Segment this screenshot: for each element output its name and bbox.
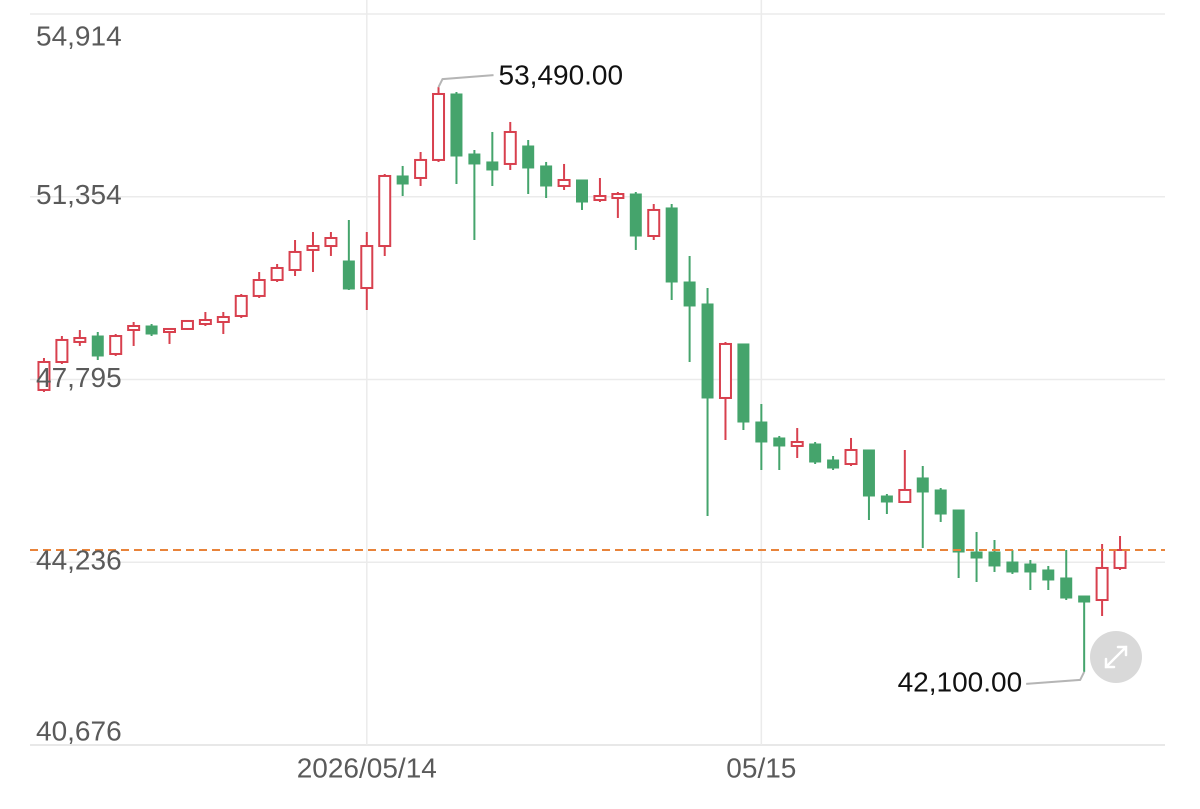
candle-body: [665, 207, 678, 283]
candle-body: [127, 325, 141, 332]
candle-body: [952, 509, 965, 553]
expand-icon: [1104, 645, 1128, 669]
candle-body: [522, 145, 535, 169]
candle-body: [683, 281, 696, 307]
candle-body: [809, 443, 822, 463]
y-tick-label: 51,354: [36, 179, 122, 210]
candle-body: [450, 93, 463, 157]
candle-body: [647, 208, 661, 238]
x-tick-label: 05/15: [726, 752, 796, 783]
candle-body: [324, 237, 338, 248]
candle-body: [1006, 561, 1019, 573]
candle-body: [1095, 566, 1109, 602]
annotation-label: 53,490.00: [499, 60, 624, 91]
candle-body: [468, 153, 481, 165]
candle-body: [737, 343, 750, 423]
candle-body: [862, 449, 875, 497]
candle-body: [1024, 563, 1037, 573]
candle-body: [790, 440, 804, 447]
candle-body: [701, 303, 714, 399]
candle-body: [288, 250, 302, 271]
candle-body: [396, 175, 409, 185]
candle-body: [1042, 569, 1055, 581]
candle-body: [773, 437, 786, 447]
annotation-leader: [437, 74, 494, 88]
candle-body: [486, 161, 499, 171]
y-tick-label: 44,236: [36, 545, 122, 576]
candle-body: [557, 178, 571, 187]
candle-body: [593, 195, 607, 202]
candle-body: [988, 551, 1001, 567]
annotation-label: 42,100.00: [898, 666, 1023, 697]
candle-body: [844, 448, 858, 466]
candle-body: [827, 459, 840, 469]
candle-body: [718, 342, 732, 399]
candle-body: [755, 421, 768, 443]
candle-body: [916, 477, 929, 493]
candle-body: [432, 92, 446, 161]
candle-body: [360, 245, 374, 290]
expand-button[interactable]: [1090, 631, 1142, 683]
candle-body: [91, 335, 104, 357]
candle-body: [1078, 595, 1091, 603]
candle-body: [163, 327, 177, 334]
y-tick-label: 54,914: [36, 20, 122, 51]
candle-body: [611, 193, 625, 200]
candle-body: [216, 316, 230, 323]
mark-layer: [30, 74, 1165, 685]
candle-body: [198, 318, 212, 325]
y-tick-label: 40,676: [36, 715, 122, 746]
x-tick-label: 2026/05/14: [297, 752, 437, 783]
candle-body: [629, 193, 642, 237]
candle-body: [109, 335, 123, 355]
candle-body: [234, 294, 248, 317]
candle-body: [180, 319, 194, 330]
candle-body: [342, 260, 355, 290]
candle-body: [73, 337, 87, 343]
label-layer: 54,914 51,354 47,795 44,236 40,676 2026/05/14…: [36, 20, 1022, 783]
candle-body: [55, 338, 69, 363]
grid-layer: [30, 0, 1165, 746]
candle-body: [145, 325, 158, 335]
candle-body: [1060, 577, 1073, 599]
candle-body: [252, 279, 266, 297]
candle-body: [898, 488, 912, 504]
candle-body: [306, 245, 320, 251]
candle-body: [880, 495, 893, 503]
candle-body: [576, 179, 588, 203]
annotation-leader: [1026, 671, 1086, 685]
candle-body: [1113, 549, 1127, 569]
y-tick-label: 47,795: [36, 362, 122, 393]
candle-body: [970, 551, 983, 559]
candle-body: [414, 158, 428, 179]
candle-body: [378, 174, 392, 248]
candle-body: [934, 489, 947, 515]
candle-body: [503, 130, 517, 165]
candle-body: [270, 266, 284, 282]
candle-body: [37, 360, 51, 391]
candle-body: [540, 165, 553, 187]
